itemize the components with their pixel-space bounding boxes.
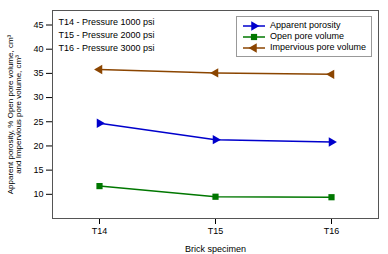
svg-text:Brick specimen: Brick specimen bbox=[185, 244, 246, 254]
svg-text:Apparent porosity, % Open pore: Apparent porosity, % Open pore volume, c… bbox=[6, 34, 23, 194]
svg-text:T15: T15 bbox=[208, 226, 224, 236]
svg-text:T14: T14 bbox=[92, 226, 108, 236]
svg-text:T14 - Pressure 1000 psiT15 - P: T14 - Pressure 1000 psiT15 - Pressure 20… bbox=[59, 17, 155, 52]
svg-text:15: 15 bbox=[33, 165, 43, 175]
html-text:Apparent porosity: Apparent porosity bbox=[270, 20, 341, 30]
svg-text:30: 30 bbox=[33, 92, 43, 102]
svg-text:25: 25 bbox=[33, 117, 43, 127]
svg-text:35: 35 bbox=[33, 68, 43, 78]
html-text:Open pore volume: Open pore volume bbox=[270, 31, 344, 41]
svg-text:T16: T16 bbox=[324, 226, 340, 236]
svg-text:40: 40 bbox=[33, 44, 43, 54]
svg-text:10: 10 bbox=[33, 189, 43, 199]
svg-text:20: 20 bbox=[33, 141, 43, 151]
svg-text:45: 45 bbox=[33, 20, 43, 30]
html-text:Impervious pore volume: Impervious pore volume bbox=[270, 42, 366, 52]
